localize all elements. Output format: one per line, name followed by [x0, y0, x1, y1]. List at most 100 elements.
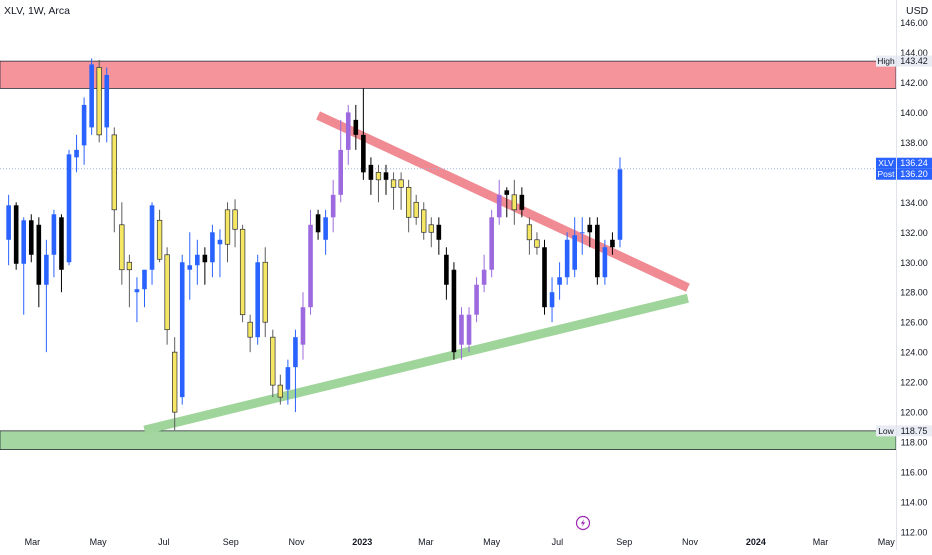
- candle[interactable]: [602, 239, 608, 285]
- candle[interactable]: [572, 217, 577, 278]
- candle[interactable]: [202, 247, 208, 285]
- candle-body: [595, 224, 600, 278]
- candle[interactable]: [519, 187, 525, 218]
- candle[interactable]: [66, 149, 72, 266]
- candle[interactable]: [564, 232, 570, 285]
- candle[interactable]: [247, 314, 253, 353]
- candle[interactable]: [156, 209, 163, 263]
- candle-body: [126, 261, 133, 271]
- candle[interactable]: [451, 262, 457, 360]
- candle[interactable]: [96, 59, 102, 143]
- candle[interactable]: [534, 232, 540, 255]
- candles-layer[interactable]: [6, 58, 623, 431]
- candle-body: [383, 172, 389, 180]
- candle[interactable]: [44, 239, 49, 353]
- candle[interactable]: [474, 277, 479, 323]
- candle[interactable]: [172, 337, 178, 431]
- candle[interactable]: [28, 214, 34, 263]
- candle[interactable]: [293, 329, 298, 413]
- candle[interactable]: [111, 127, 117, 233]
- time-tick-label: Nov: [289, 537, 306, 547]
- candle[interactable]: [195, 239, 200, 285]
- candle[interactable]: [345, 104, 351, 165]
- candle[interactable]: [232, 199, 238, 248]
- candle[interactable]: [375, 164, 382, 203]
- candle[interactable]: [149, 202, 155, 285]
- candle[interactable]: [610, 232, 615, 255]
- candle[interactable]: [217, 229, 223, 278]
- candle[interactable]: [436, 217, 442, 255]
- candle[interactable]: [444, 247, 449, 300]
- candle[interactable]: [164, 247, 170, 345]
- candle-body: [308, 224, 313, 308]
- candle[interactable]: [511, 179, 517, 225]
- candle[interactable]: [51, 209, 57, 278]
- candle[interactable]: [126, 254, 133, 308]
- candle[interactable]: [526, 217, 533, 255]
- candle[interactable]: [549, 277, 555, 323]
- candle[interactable]: [89, 58, 94, 135]
- time-axis[interactable]: Mar May Jul Sep Nov 2023 Mar May Jul Sep Nov 2024 Ma…: [25, 537, 896, 547]
- label-tag-bg: [876, 157, 896, 169]
- candle[interactable]: [104, 67, 110, 143]
- candle[interactable]: [262, 247, 268, 338]
- candle-body: [134, 289, 140, 293]
- price-tick-label: 128.00: [900, 288, 928, 298]
- descending-trendline: [316, 111, 690, 292]
- candle[interactable]: [413, 194, 419, 225]
- candle[interactable]: [481, 254, 487, 293]
- candle[interactable]: [134, 277, 140, 323]
- candle[interactable]: [21, 217, 27, 315]
- candle[interactable]: [587, 217, 593, 248]
- candle[interactable]: [142, 269, 147, 308]
- candle[interactable]: [179, 254, 185, 405]
- candle[interactable]: [315, 209, 321, 240]
- candle[interactable]: [74, 134, 79, 173]
- candle[interactable]: [617, 157, 623, 248]
- lightning-icon[interactable]: [575, 515, 591, 531]
- candle[interactable]: [390, 172, 397, 210]
- candle[interactable]: [368, 157, 374, 195]
- candle[interactable]: [59, 214, 64, 293]
- candle[interactable]: [398, 172, 404, 210]
- candle[interactable]: [383, 164, 389, 195]
- candle-body: [557, 277, 562, 285]
- candle[interactable]: [542, 239, 547, 315]
- candle[interactable]: [405, 179, 412, 233]
- candle[interactable]: [353, 104, 359, 150]
- candle[interactable]: [459, 307, 464, 360]
- candle[interactable]: [300, 292, 306, 360]
- candle[interactable]: [224, 202, 231, 263]
- candle[interactable]: [504, 187, 510, 218]
- candle[interactable]: [187, 232, 193, 300]
- candle[interactable]: [489, 209, 494, 278]
- candle[interactable]: [338, 119, 344, 203]
- candle[interactable]: [239, 224, 246, 323]
- candle[interactable]: [308, 209, 313, 315]
- candle[interactable]: [210, 224, 215, 278]
- candle[interactable]: [119, 202, 125, 285]
- candle[interactable]: [421, 202, 427, 240]
- candle[interactable]: [361, 88, 366, 180]
- candle[interactable]: [330, 179, 336, 233]
- label-value-text: 118.75: [901, 426, 928, 436]
- candle[interactable]: [595, 217, 600, 285]
- candle[interactable]: [81, 97, 87, 165]
- candle[interactable]: [496, 179, 502, 225]
- candle[interactable]: [285, 359, 291, 405]
- candle[interactable]: [13, 202, 19, 270]
- candle-body: [436, 224, 442, 240]
- candle[interactable]: [579, 217, 585, 255]
- candle[interactable]: [6, 194, 11, 266]
- candle[interactable]: [428, 217, 434, 248]
- candle[interactable]: [557, 262, 562, 300]
- candle[interactable]: [466, 307, 472, 353]
- candle[interactable]: [36, 217, 42, 308]
- candle[interactable]: [277, 374, 283, 405]
- time-tick-label: Jul: [552, 537, 564, 547]
- candle[interactable]: [255, 254, 260, 345]
- candle[interactable]: [270, 329, 276, 398]
- candle[interactable]: [323, 209, 328, 255]
